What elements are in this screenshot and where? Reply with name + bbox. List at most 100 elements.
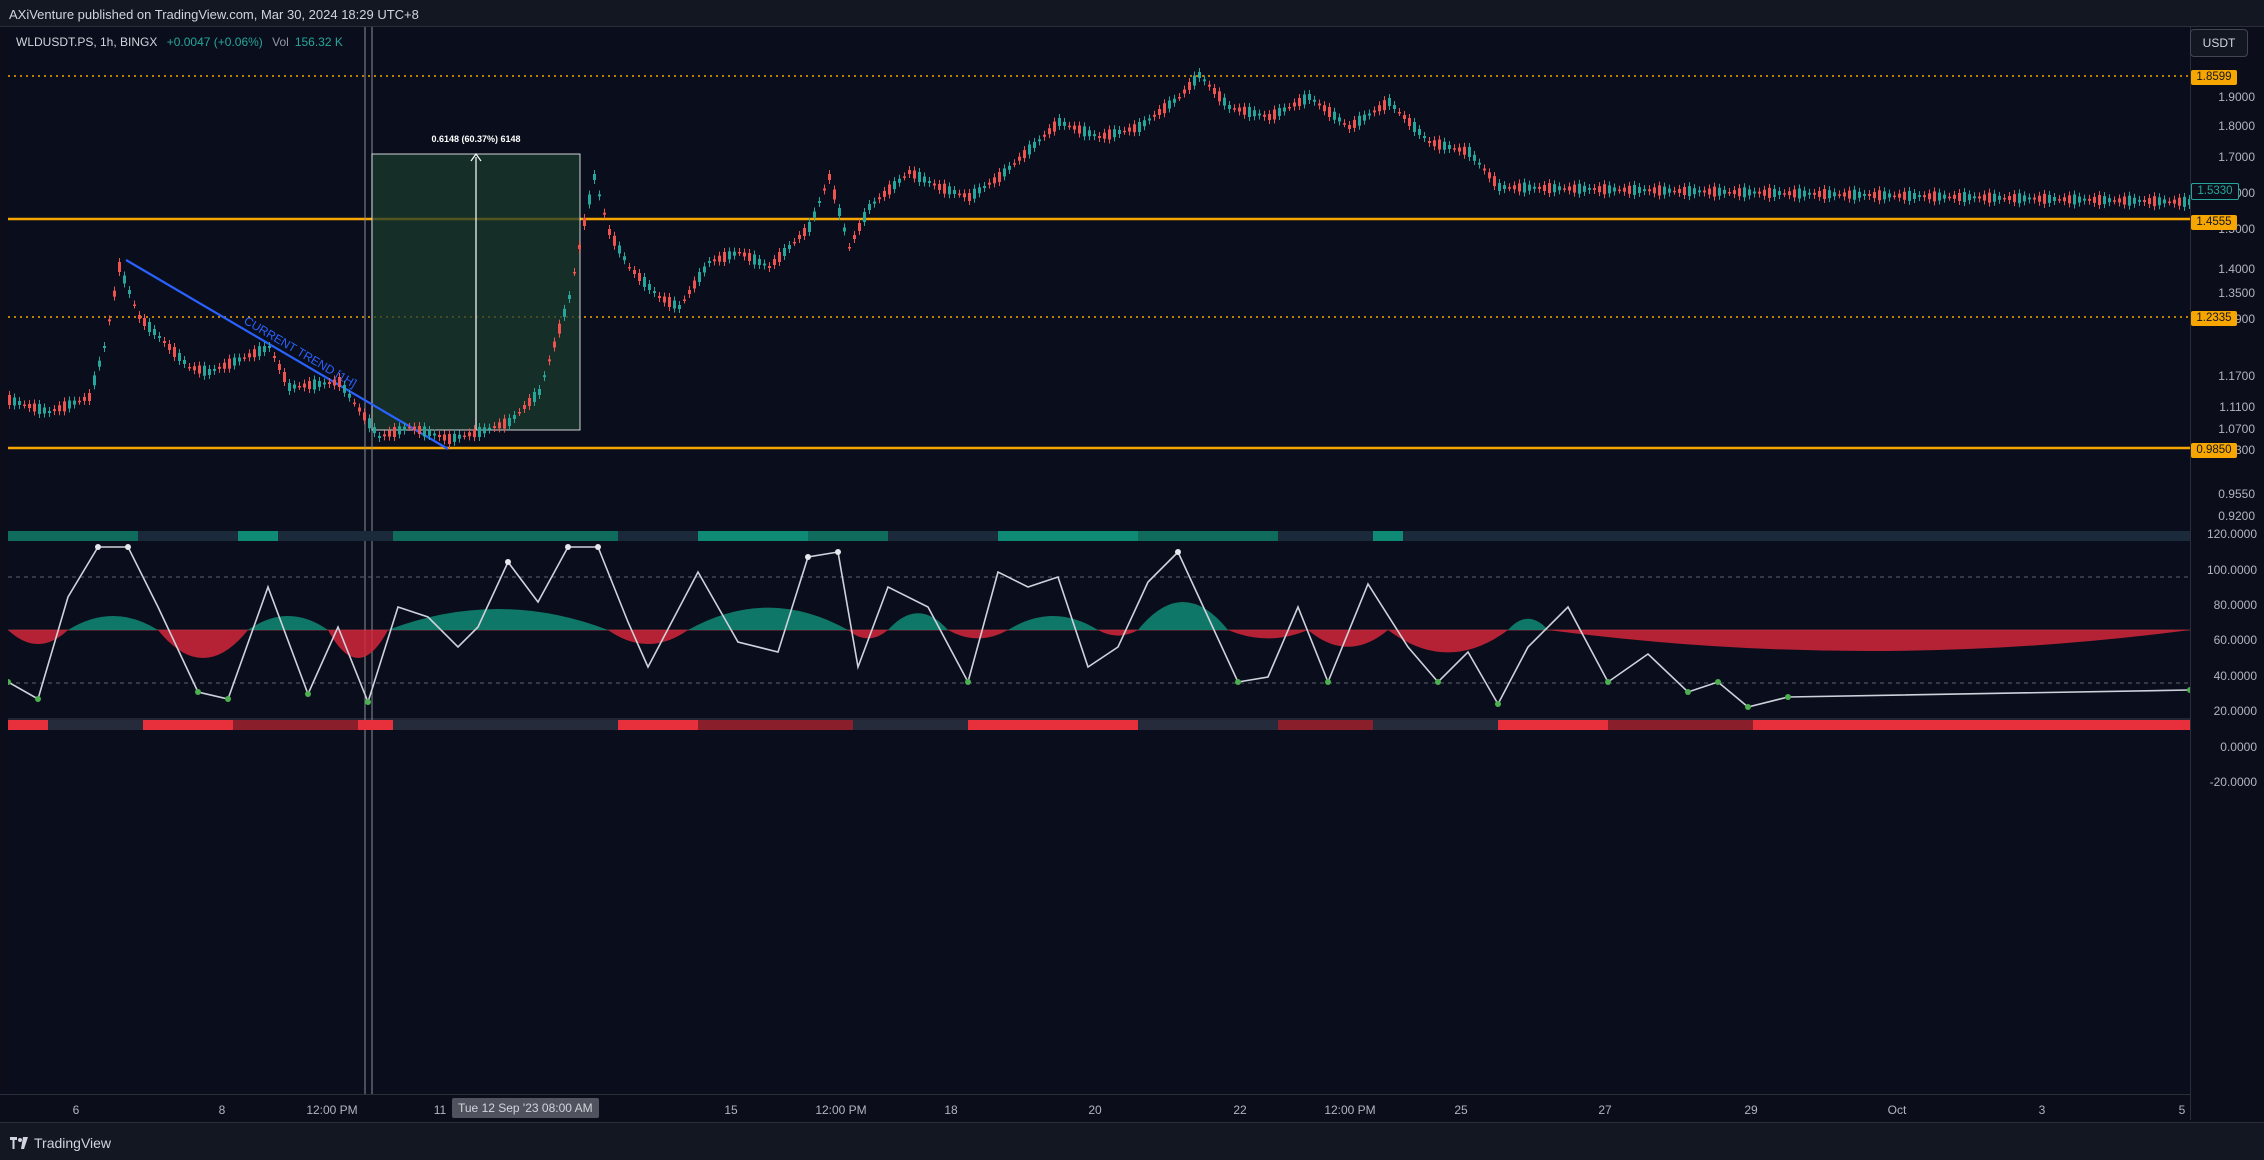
candle-body bbox=[23, 404, 26, 406]
candle-body bbox=[1098, 136, 1101, 138]
candle-body bbox=[1073, 125, 1076, 130]
pivot-dot bbox=[365, 699, 371, 705]
candle-body bbox=[688, 290, 691, 294]
candle-body bbox=[78, 400, 81, 403]
histogram-segment bbox=[1098, 630, 1138, 636]
candle-body bbox=[1218, 91, 1221, 102]
candle-body bbox=[1903, 191, 1906, 200]
pressure-band-segment bbox=[1278, 720, 1373, 730]
trend-band-segment bbox=[1138, 531, 1278, 541]
candle-body bbox=[808, 222, 811, 232]
candle-body bbox=[613, 235, 616, 246]
candle-body bbox=[48, 411, 51, 413]
candle-body bbox=[553, 341, 556, 348]
pivot-dot bbox=[195, 689, 201, 695]
candle-body bbox=[813, 211, 816, 218]
price-tick: 0.9550 bbox=[2218, 487, 2255, 501]
candle-body bbox=[973, 188, 976, 199]
symbol-label[interactable]: WLDUSDT.PS, 1h, BINGX bbox=[16, 35, 158, 49]
candle-body bbox=[848, 247, 851, 249]
candle-body bbox=[438, 435, 441, 437]
candle-body bbox=[1488, 172, 1491, 179]
pressure-band-segment bbox=[968, 720, 1138, 730]
candle-body bbox=[168, 344, 171, 350]
price-scale[interactable]: 1.90001.80001.70001.60001.50001.40001.35… bbox=[2190, 27, 2264, 1120]
candle-body bbox=[33, 403, 36, 412]
candle-body bbox=[488, 427, 491, 430]
candle-body bbox=[638, 273, 641, 281]
candle-body bbox=[863, 212, 866, 222]
candle-body bbox=[83, 396, 86, 401]
candle-body bbox=[88, 393, 91, 401]
candle-body bbox=[1768, 187, 1771, 198]
candle-body bbox=[13, 397, 16, 406]
histogram-segment bbox=[1138, 602, 1228, 630]
pivot-dot bbox=[805, 554, 811, 560]
candle-body bbox=[1293, 102, 1296, 107]
candle-body bbox=[963, 193, 966, 198]
pivot-dot bbox=[1495, 701, 1501, 707]
histogram-segment bbox=[1228, 630, 1308, 639]
symbol-legend[interactable]: WLDUSDT.PS, 1h, BINGX +0.0047 (+0.06%) V… bbox=[16, 35, 349, 49]
candle-body bbox=[1833, 192, 1836, 197]
candle-body bbox=[1563, 188, 1566, 190]
pressure-band-segment bbox=[698, 720, 853, 730]
candle-body bbox=[1983, 194, 1986, 201]
candle-body bbox=[53, 409, 56, 412]
candle-body bbox=[668, 297, 671, 307]
candle-body bbox=[818, 201, 821, 203]
trend-band-segment bbox=[8, 531, 138, 541]
price-tag: 1.2335 bbox=[2191, 311, 2237, 326]
candle-body bbox=[1583, 185, 1586, 192]
candle-body bbox=[2098, 195, 2101, 206]
candle-body bbox=[1863, 193, 1866, 196]
oscillator-polyline bbox=[8, 546, 2190, 708]
candle-body bbox=[153, 329, 156, 335]
candle-body bbox=[1133, 124, 1136, 133]
trend-band-segment bbox=[698, 531, 808, 541]
candle-body bbox=[1773, 188, 1776, 197]
candle-body bbox=[323, 382, 326, 385]
time-axis[interactable]: 6 8 12:00 PM 11 15 12:00 PM 18 20 22 12:00 PM 25 27… bbox=[0, 1094, 2190, 1121]
candle-body bbox=[163, 341, 166, 343]
pivot-dot bbox=[305, 691, 311, 697]
pressure-band-segment bbox=[48, 720, 143, 730]
candle-body bbox=[1013, 163, 1016, 165]
candle-body bbox=[1558, 186, 1561, 191]
candle-body bbox=[1248, 107, 1251, 117]
candle-body bbox=[2128, 195, 2131, 206]
change-value: +0.0047 (+0.06%) bbox=[166, 35, 263, 49]
candle-body bbox=[713, 259, 716, 262]
candle-body bbox=[493, 426, 496, 428]
candle-body bbox=[858, 223, 861, 231]
candle-body bbox=[1183, 89, 1186, 94]
chart-pane[interactable]: 0.6148 (60.37%) 6148 CURRENT TREND [1H] bbox=[8, 27, 2190, 1120]
indicator-tick: -20.0000 bbox=[2209, 775, 2257, 789]
chart-canvas[interactable]: 0.6148 (60.37%) 6148 CURRENT TREND [1H] bbox=[8, 27, 2190, 1120]
tradingview-logo[interactable]: TradingView bbox=[10, 1135, 111, 1151]
candle-body bbox=[1228, 105, 1231, 109]
candle-body bbox=[1553, 184, 1556, 193]
histogram-segment bbox=[328, 630, 388, 658]
oscillator-line bbox=[8, 544, 2190, 710]
currency-button[interactable]: USDT bbox=[2190, 29, 2248, 57]
candle-body bbox=[1018, 156, 1021, 161]
candle-body bbox=[1093, 134, 1096, 137]
candle-body bbox=[1053, 121, 1056, 132]
candle-body bbox=[728, 251, 731, 260]
candle-body bbox=[2043, 193, 2046, 204]
candle-body bbox=[1348, 125, 1351, 129]
candle-body bbox=[1648, 189, 1651, 192]
candle-body bbox=[508, 418, 511, 426]
candle-body bbox=[623, 256, 626, 261]
candle-body bbox=[1418, 129, 1421, 135]
candle-body bbox=[293, 384, 296, 389]
candle-body bbox=[1138, 122, 1141, 132]
candle-body bbox=[1643, 189, 1646, 192]
candle-body bbox=[1238, 107, 1241, 112]
candle-body bbox=[1343, 123, 1346, 125]
candle-body bbox=[2028, 197, 2031, 200]
candle-body bbox=[1528, 184, 1531, 191]
candle-body bbox=[1588, 187, 1591, 190]
candle-body bbox=[208, 369, 211, 375]
